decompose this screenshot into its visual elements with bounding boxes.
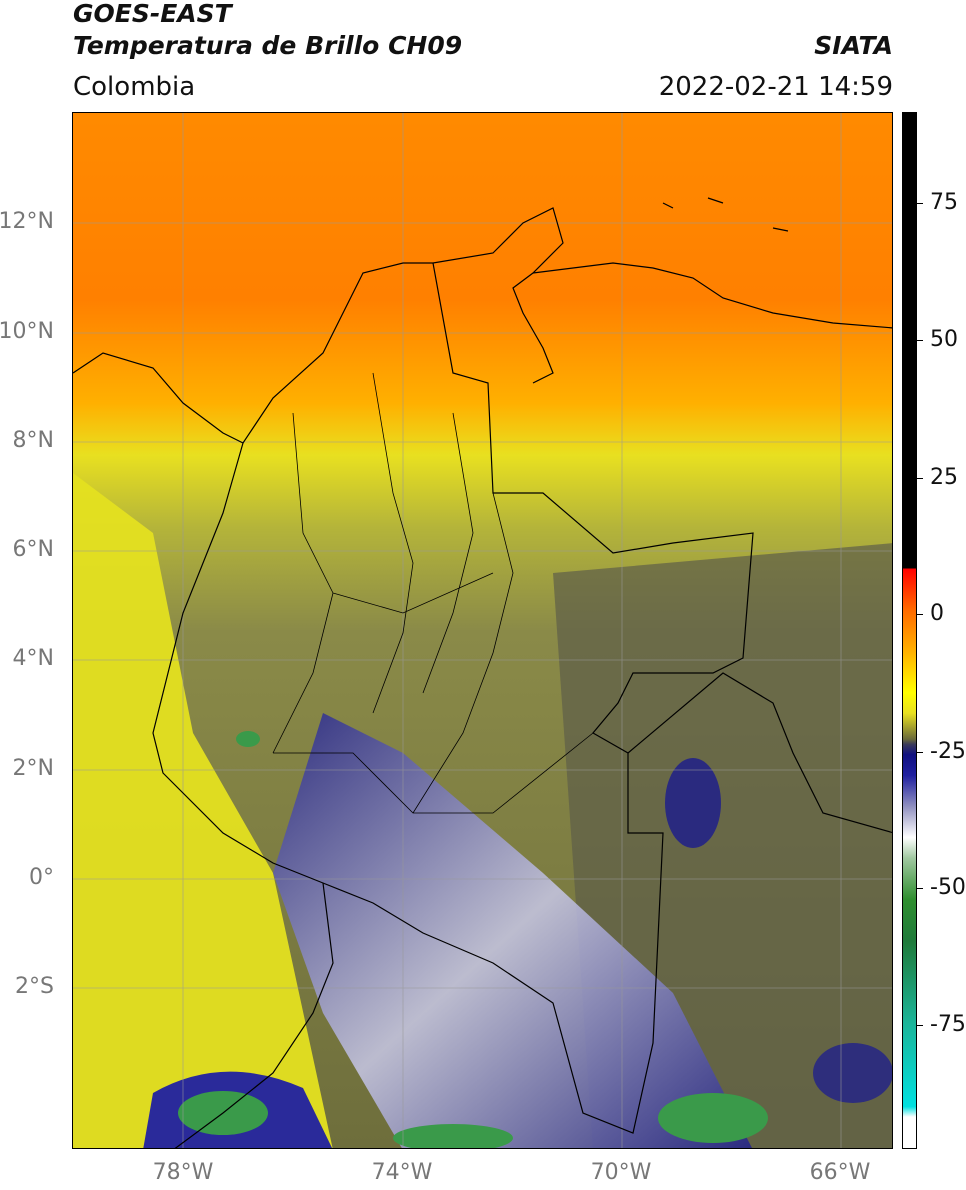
- title-line2: Temperatura de Brillo CH09: [73, 31, 463, 60]
- borders: [73, 197, 892, 1148]
- coldest-top-2: [393, 1124, 513, 1148]
- colombia-border: [152, 262, 754, 1134]
- aruba-curacao: [662, 197, 789, 232]
- agency-label: SIATA: [814, 31, 893, 60]
- map-canvas: [73, 113, 892, 1148]
- department-borders: [272, 372, 594, 814]
- datetime-label: 2022-02-21 14:59: [658, 72, 893, 102]
- brazil-border: [627, 672, 892, 834]
- colorbar-tick-0: [917, 614, 923, 615]
- colorbar-tick-minus75: [917, 1025, 923, 1026]
- lat-label-2N: 2°N: [12, 756, 54, 781]
- colorbar-label-25: 25: [930, 465, 958, 490]
- colorbar-label-75: 75: [930, 190, 958, 215]
- lat-label-8N: 8°N: [12, 428, 54, 453]
- colorbar-tick-25: [917, 478, 923, 479]
- pacific-warm-zone: [73, 473, 333, 1148]
- colorbar-label-minus25: -25: [930, 739, 966, 764]
- colorbar-tick-minus50: [917, 888, 923, 889]
- peru-border: [174, 882, 334, 1148]
- lat-label-0: 0°: [29, 865, 54, 890]
- lon-label-70W: 70°W: [590, 1160, 652, 1185]
- colorbar-tick-75: [917, 203, 923, 204]
- lat-label-6N: 6°N: [12, 537, 54, 562]
- colorbar-label-minus50: -50: [930, 875, 966, 900]
- lat-label-2S: 2°S: [15, 974, 54, 999]
- colorbar-label-50: 50: [930, 327, 958, 352]
- lon-label-66W: 66°W: [809, 1160, 871, 1185]
- colorbar-tick-50: [917, 340, 923, 341]
- lat-label-12N: 12°N: [0, 209, 54, 234]
- colorbar-label-0: 0: [930, 601, 944, 626]
- colorbar-label-minus75: -75: [930, 1012, 966, 1037]
- coldest-top-3: [658, 1093, 768, 1143]
- satellite-map: [72, 112, 893, 1149]
- lat-label-10N: 10°N: [0, 319, 54, 344]
- lon-label-78W: 78°W: [152, 1160, 214, 1185]
- colorbar: [902, 112, 917, 1149]
- lat-label-4N: 4°N: [12, 646, 54, 671]
- colorbar-tick-minus25: [917, 752, 923, 753]
- lon-label-74W: 74°W: [371, 1160, 433, 1185]
- cold-cloud-band: [273, 713, 752, 1148]
- title-line1: GOES-EAST: [73, 0, 232, 28]
- venezuela-border: [532, 262, 892, 329]
- cold-cell-east-1: [665, 758, 721, 848]
- coldest-top-4: [236, 731, 260, 747]
- cold-cell-east-2: [813, 1043, 892, 1103]
- region-label: Colombia: [73, 72, 196, 102]
